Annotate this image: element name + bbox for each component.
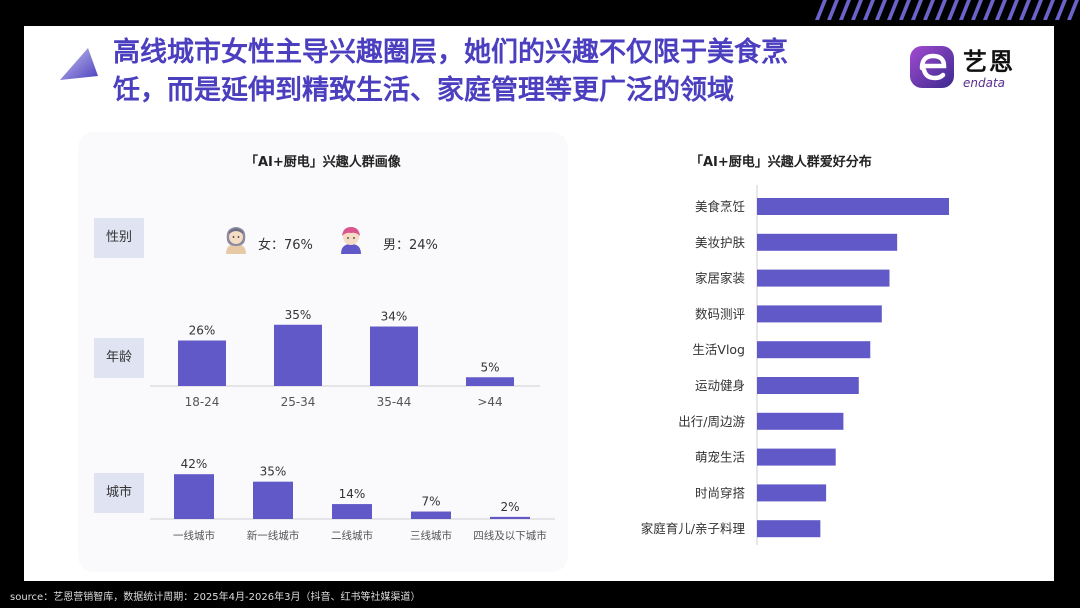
- hobby-chart-title: 「AI+厨电」兴趣人群爱好分布: [690, 155, 872, 170]
- male-avatar-icon: [341, 227, 361, 254]
- endata-logo-icon: [910, 46, 954, 88]
- bar: [332, 504, 372, 519]
- bar: [757, 341, 871, 359]
- logo-text-cn: 艺恩: [963, 48, 1015, 76]
- female-percent: 女：76%: [258, 238, 313, 253]
- data-label: 5%: [480, 360, 499, 374]
- bar: [411, 511, 451, 519]
- data-label: 42%: [181, 457, 208, 471]
- category-label: 美食烹饪: [695, 199, 745, 214]
- tick-label: 18-24: [185, 395, 220, 409]
- bar: [466, 377, 514, 386]
- data-label: 14%: [339, 487, 366, 501]
- category-label: 生活Vlog: [692, 342, 745, 357]
- category-label: 数码测评: [695, 306, 745, 321]
- tick-label: 25-34: [281, 395, 316, 409]
- page-title: 高线城市女性主导兴趣圈层，她们的兴趣不仅限于美食烹饪，而是延伸到精致生活、家庭管…: [113, 37, 788, 106]
- city-row-label: 城市: [94, 473, 144, 513]
- tick-label: 35-44: [377, 395, 412, 409]
- bar: [253, 481, 293, 519]
- city-bar-chart: 42% 一线城市 35% 新一线城市 14% 二线城市 7% 三线城市 2% 四线及以下城市: [150, 457, 555, 542]
- tick-label: >44: [477, 395, 502, 409]
- decorative-stripes: [815, 0, 1079, 20]
- gender-row-label: 性别: [94, 218, 144, 258]
- bar: [490, 516, 530, 519]
- portrait-panel: [78, 132, 568, 572]
- data-label: 34%: [381, 310, 408, 324]
- data-label: 2%: [500, 500, 519, 514]
- bar: [370, 326, 418, 386]
- category-label: 运动健身: [695, 378, 745, 393]
- source-note: source：艺恩营销智库，数据统计周期：2025年4月-2026年3月（抖音、…: [10, 592, 421, 603]
- tick-label: 四线及以下城市: [473, 529, 547, 542]
- bar: [757, 412, 844, 430]
- tick-label: 新一线城市: [247, 529, 300, 542]
- category-label: 家庭育儿/亲子料理: [641, 521, 746, 536]
- bar: [274, 324, 322, 386]
- data-label: 35%: [285, 308, 312, 322]
- tick-label: 三线城市: [410, 529, 452, 542]
- tick-label: 二线城市: [331, 529, 373, 542]
- male-percent: 男：24%: [383, 238, 438, 253]
- bar: [757, 520, 821, 538]
- bar: [757, 269, 890, 287]
- category-label: 时尚穿搭: [695, 485, 746, 500]
- category-label: 美妆护肤: [695, 235, 746, 250]
- logo-text-en: endata: [963, 76, 1006, 90]
- bar: [757, 233, 898, 251]
- data-label: 7%: [421, 495, 440, 509]
- bar: [757, 198, 949, 215]
- bar: [757, 377, 859, 394]
- title-triangle-icon: [60, 48, 98, 80]
- category-label: 家居家装: [695, 271, 745, 286]
- tick-label: 一线城市: [173, 529, 215, 542]
- bar: [174, 474, 214, 519]
- bar: [178, 340, 226, 386]
- age-row-label: 年龄: [94, 338, 144, 378]
- female-avatar-icon: [226, 227, 246, 254]
- data-label: 26%: [189, 324, 216, 338]
- bar: [757, 484, 827, 502]
- bar: [757, 448, 836, 466]
- portrait-heading: 「AI+厨电」兴趣人群画像: [245, 155, 401, 170]
- bar: [757, 305, 882, 323]
- data-label: 35%: [260, 465, 287, 479]
- category-label: 出行/周边游: [678, 414, 745, 429]
- category-label: 萌宠生活: [695, 450, 745, 465]
- age-bar-chart: 26% 18-24 35% 25-34 34% 35-44 5% >44: [150, 308, 540, 409]
